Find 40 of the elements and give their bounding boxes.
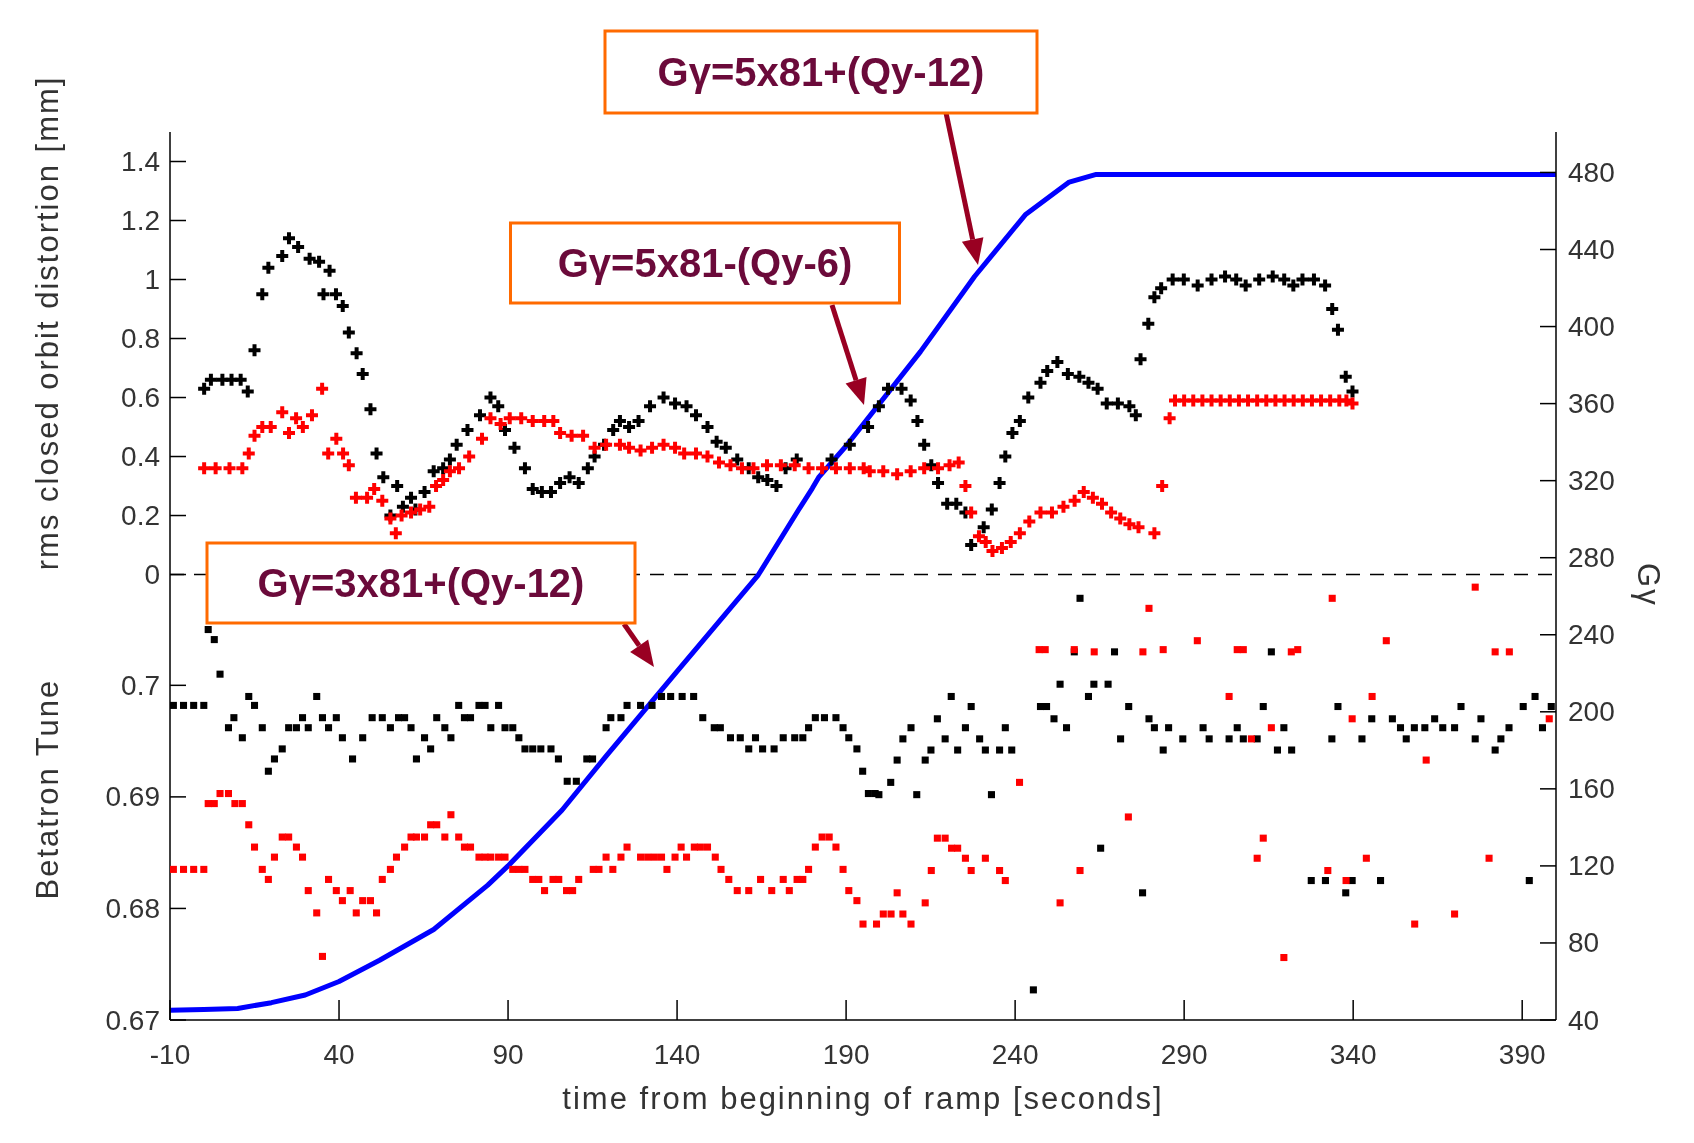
y2-tick-label: 440: [1568, 234, 1615, 265]
y2-tick-label: 160: [1568, 773, 1615, 805]
x-tick-label: -10: [149, 1038, 191, 1070]
x-tick-label: 340: [1329, 1038, 1377, 1070]
x-axis-title: time from beginning of ramp [seconds]: [562, 1080, 1164, 1116]
x-tick-label: 240: [991, 1038, 1039, 1070]
y3-axis-title: Betatron Tune: [30, 678, 66, 900]
x-tick-label: 190: [822, 1038, 870, 1070]
y3-tick-label: 0.68: [105, 892, 160, 924]
y-tick-label: 0.6: [121, 382, 160, 414]
y-tick-label: 1: [144, 264, 160, 296]
y2-tick-label: 320: [1568, 465, 1615, 497]
text: Gγ=5x81+(Qy-12): [657, 50, 985, 94]
x-tick-label: 390: [1498, 1038, 1546, 1070]
y-tick-label: 0.8: [121, 323, 160, 355]
annotation: Gγ=5x81-(Qy-6): [557, 241, 853, 285]
annotation: Gγ=3x81+(Qy-12): [257, 561, 585, 605]
x-tick-label: 40: [323, 1038, 355, 1070]
y2-tick-label: 280: [1568, 542, 1615, 574]
y2-axis-title: Gγ: [1630, 563, 1666, 607]
y2-tick-label: 80: [1568, 927, 1600, 959]
y2-tick-label: 240: [1568, 619, 1615, 651]
y2-tick-label: 360: [1568, 388, 1615, 420]
x-tick-label: 140: [653, 1038, 701, 1070]
x-tick-label: 290: [1160, 1038, 1208, 1070]
y3-tick-label: 0.69: [105, 781, 160, 813]
y2-tick-label: 400: [1568, 311, 1615, 343]
y-tick-label: 1.4: [121, 146, 160, 177]
y2-tick-label: 40: [1568, 1004, 1600, 1036]
y2-tick-label: 120: [1568, 850, 1615, 882]
y-axis-title: rms closed orbit distortion [mm]: [30, 75, 66, 571]
y-tick-label: 0.2: [121, 500, 160, 532]
y-tick-label: 0.4: [121, 441, 160, 473]
y-tick-label: 1.2: [121, 205, 160, 236]
x-tick-label: 90: [492, 1038, 524, 1070]
y-tick-label: 0: [144, 559, 160, 591]
y3-tick-label: 0.7: [121, 669, 160, 701]
y2-tick-label: 200: [1568, 696, 1615, 728]
y3-tick-label: 0.67: [105, 1004, 160, 1036]
y2-tick-label: 480: [1568, 156, 1615, 188]
